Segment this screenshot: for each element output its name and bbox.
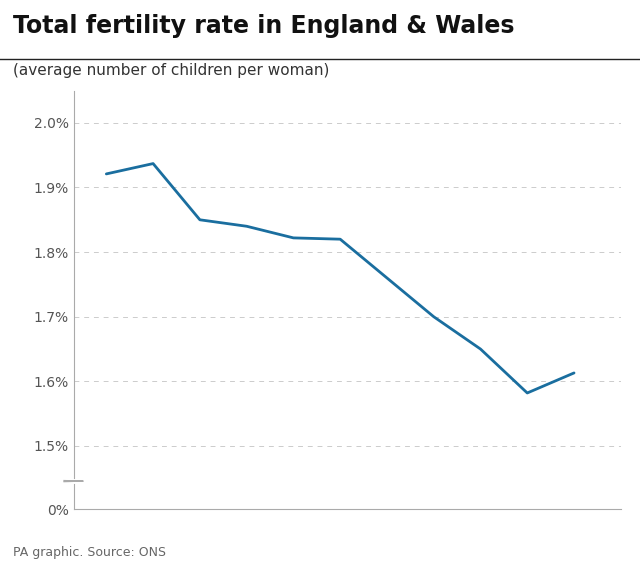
Text: (average number of children per woman): (average number of children per woman) bbox=[13, 63, 329, 79]
Text: PA graphic. Source: ONS: PA graphic. Source: ONS bbox=[13, 546, 166, 559]
Text: Total fertility rate in England & Wales: Total fertility rate in England & Wales bbox=[13, 14, 515, 38]
